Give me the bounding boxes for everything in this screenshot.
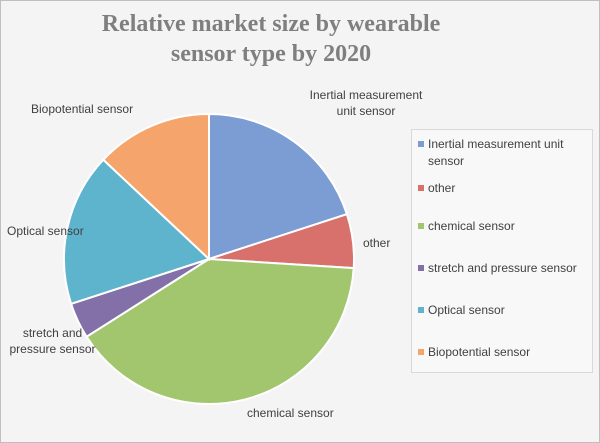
legend-swatch — [418, 141, 424, 147]
pie-slice — [208, 112, 349, 261]
legend-item: Biopotential sensor — [418, 344, 599, 361]
data-label: Biopotential sensor — [31, 102, 134, 116]
pie-slice — [101, 112, 210, 262]
data-label: chemical sensor — [247, 406, 334, 420]
legend-item: chemical sensor — [418, 218, 599, 235]
legend-label: Optical sensor — [428, 303, 505, 317]
legend-label: stretch and pressure sensor — [428, 261, 577, 275]
legend-item: Inertial measurement unit sensor — [418, 136, 599, 170]
legend-label: Inertial measurement unit sensor — [428, 137, 564, 168]
legend-label: other — [428, 181, 456, 195]
legend-item: Optical sensor — [418, 302, 599, 319]
legend-swatch — [418, 265, 424, 271]
data-label: other — [363, 236, 391, 250]
data-label: Inertial measurement unit sensor — [309, 88, 423, 118]
data-label: Optical sensor — [7, 224, 84, 238]
legend-item: other — [418, 180, 599, 197]
legend-label: Biopotential sensor — [428, 345, 531, 359]
legend-swatch — [418, 185, 424, 191]
data-label: stretch and pressure sensor — [9, 326, 96, 356]
legend: Inertial measurement unit sensor other che… — [411, 129, 593, 373]
pie-slice — [63, 158, 211, 306]
chart-title: Relative market size by wearable sensor … — [101, 11, 441, 67]
legend-swatch — [418, 223, 424, 229]
legend-swatch — [418, 307, 424, 313]
legend-swatch — [418, 349, 424, 355]
legend-label: chemical sensor — [428, 219, 515, 233]
legend-item: stretch and pressure sensor — [418, 260, 599, 277]
